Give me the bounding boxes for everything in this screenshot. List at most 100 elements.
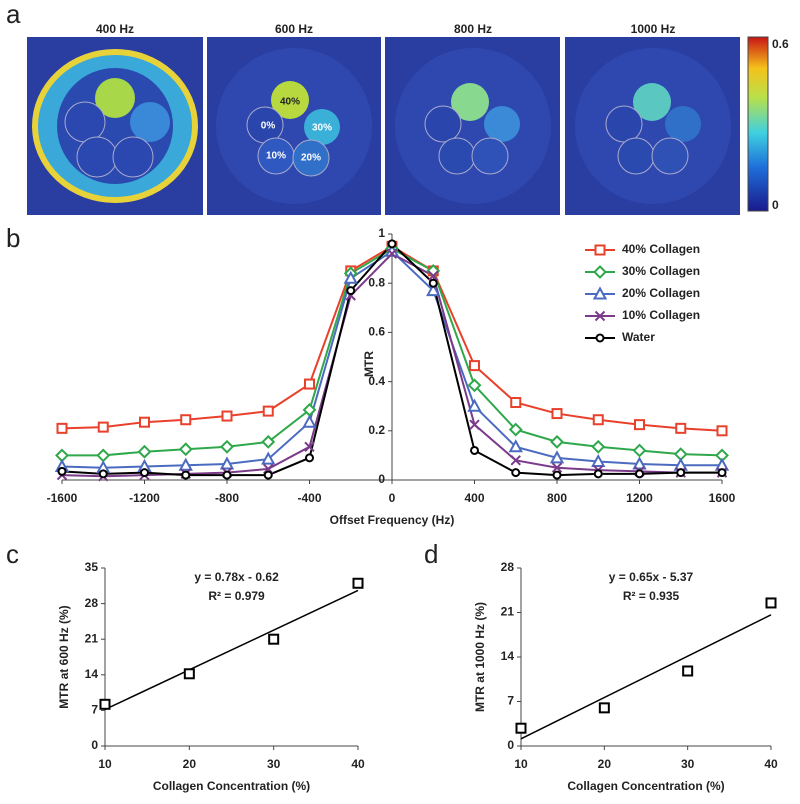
y-tick-label: 14 xyxy=(85,667,99,681)
y-tick-label: 7 xyxy=(91,703,98,717)
marker xyxy=(56,422,68,434)
trendline xyxy=(520,614,772,740)
marker xyxy=(593,265,607,279)
marker xyxy=(426,283,441,297)
annotation: R² = 0.935 xyxy=(623,589,680,603)
marker xyxy=(268,633,280,645)
roi-label: 30% xyxy=(312,123,332,134)
y-tick-label: 0.2 xyxy=(368,423,385,437)
colorbar xyxy=(747,36,769,212)
x-tick-label: 1200 xyxy=(626,491,653,505)
marker xyxy=(508,439,523,453)
marker xyxy=(346,286,356,296)
marker xyxy=(428,278,438,288)
y-tick-label: 1 xyxy=(378,226,385,240)
y-axis-label: MTR at 1000 Hz (%) xyxy=(473,602,487,712)
x-tick-label: -800 xyxy=(215,491,239,505)
legend-label: 40% Collagen xyxy=(622,242,700,256)
marker xyxy=(717,468,727,478)
x-tick-label: 40 xyxy=(764,757,778,771)
marker xyxy=(302,414,317,428)
marker xyxy=(137,444,152,459)
marker xyxy=(675,422,687,434)
marker xyxy=(591,453,606,468)
marker xyxy=(305,453,314,463)
y-tick-label: 0 xyxy=(91,738,98,752)
marker xyxy=(508,422,523,437)
marker xyxy=(595,333,605,343)
marker xyxy=(469,360,480,372)
vial xyxy=(665,106,701,142)
colorbar-tick-label: 0 xyxy=(772,198,779,212)
marker xyxy=(261,451,276,465)
marker xyxy=(594,310,606,322)
vial xyxy=(633,83,671,121)
x-tick-label: 30 xyxy=(681,757,695,771)
marker xyxy=(676,468,686,478)
x-tick-label: -1200 xyxy=(129,491,160,505)
y-tick-label: 28 xyxy=(85,596,99,610)
marker xyxy=(98,469,108,479)
marker xyxy=(219,456,235,470)
x-axis-label: Collagen Concentration (%) xyxy=(567,779,724,793)
x-tick-label: -400 xyxy=(297,491,321,505)
x-tick-label: 30 xyxy=(267,757,281,771)
vial xyxy=(130,102,170,142)
annotation: y = 0.65x - 5.37 xyxy=(609,570,694,584)
marker xyxy=(183,668,195,680)
marker xyxy=(181,470,191,480)
marker xyxy=(220,439,234,454)
x-tick-label: 400 xyxy=(464,491,484,505)
marker xyxy=(467,378,482,393)
x-tick-label: 0 xyxy=(389,491,396,505)
marker xyxy=(304,441,315,452)
marker xyxy=(178,457,193,471)
y-tick-label: 21 xyxy=(501,605,515,619)
marker xyxy=(262,405,274,417)
marker xyxy=(549,450,565,464)
panel-label: b xyxy=(6,223,20,253)
vial xyxy=(438,137,476,175)
vial xyxy=(451,83,489,121)
image-title: 1000 Hz xyxy=(631,22,676,36)
marker xyxy=(99,698,111,710)
vial xyxy=(617,137,655,175)
marker xyxy=(510,455,521,466)
marker xyxy=(178,442,193,457)
x-tick-label: 10 xyxy=(98,757,112,771)
y-tick-label: 28 xyxy=(501,560,515,574)
phantom xyxy=(395,48,551,204)
marker xyxy=(510,397,522,409)
marker xyxy=(387,239,397,249)
marker xyxy=(222,470,232,480)
marker xyxy=(515,722,527,734)
vial xyxy=(271,81,309,119)
roi-label: 40% xyxy=(280,97,300,108)
vial xyxy=(304,109,340,145)
marker xyxy=(594,244,606,256)
marker xyxy=(598,702,610,714)
marker xyxy=(632,456,647,470)
legend-label: 10% Collagen xyxy=(622,308,700,322)
marker xyxy=(467,398,482,412)
image-title: 600 Hz xyxy=(275,22,313,36)
y-axis-label: MTR at 600 Hz (%) xyxy=(57,605,71,708)
marker xyxy=(765,597,777,609)
marker xyxy=(511,468,521,478)
phantom xyxy=(575,48,731,204)
legend-label: 30% Collagen xyxy=(622,264,700,278)
vial xyxy=(76,136,118,178)
vial xyxy=(112,136,154,178)
marker xyxy=(352,577,364,589)
marker xyxy=(682,665,694,677)
roi-label: 0% xyxy=(261,121,276,132)
marker xyxy=(470,445,479,455)
roi-label: 20% xyxy=(301,153,321,164)
marker xyxy=(551,408,563,420)
marker xyxy=(221,410,233,422)
image-title: 400 Hz xyxy=(96,22,134,36)
marker xyxy=(716,425,728,437)
vial xyxy=(64,101,106,143)
marker xyxy=(592,414,604,426)
x-tick-label: 20 xyxy=(183,757,197,771)
